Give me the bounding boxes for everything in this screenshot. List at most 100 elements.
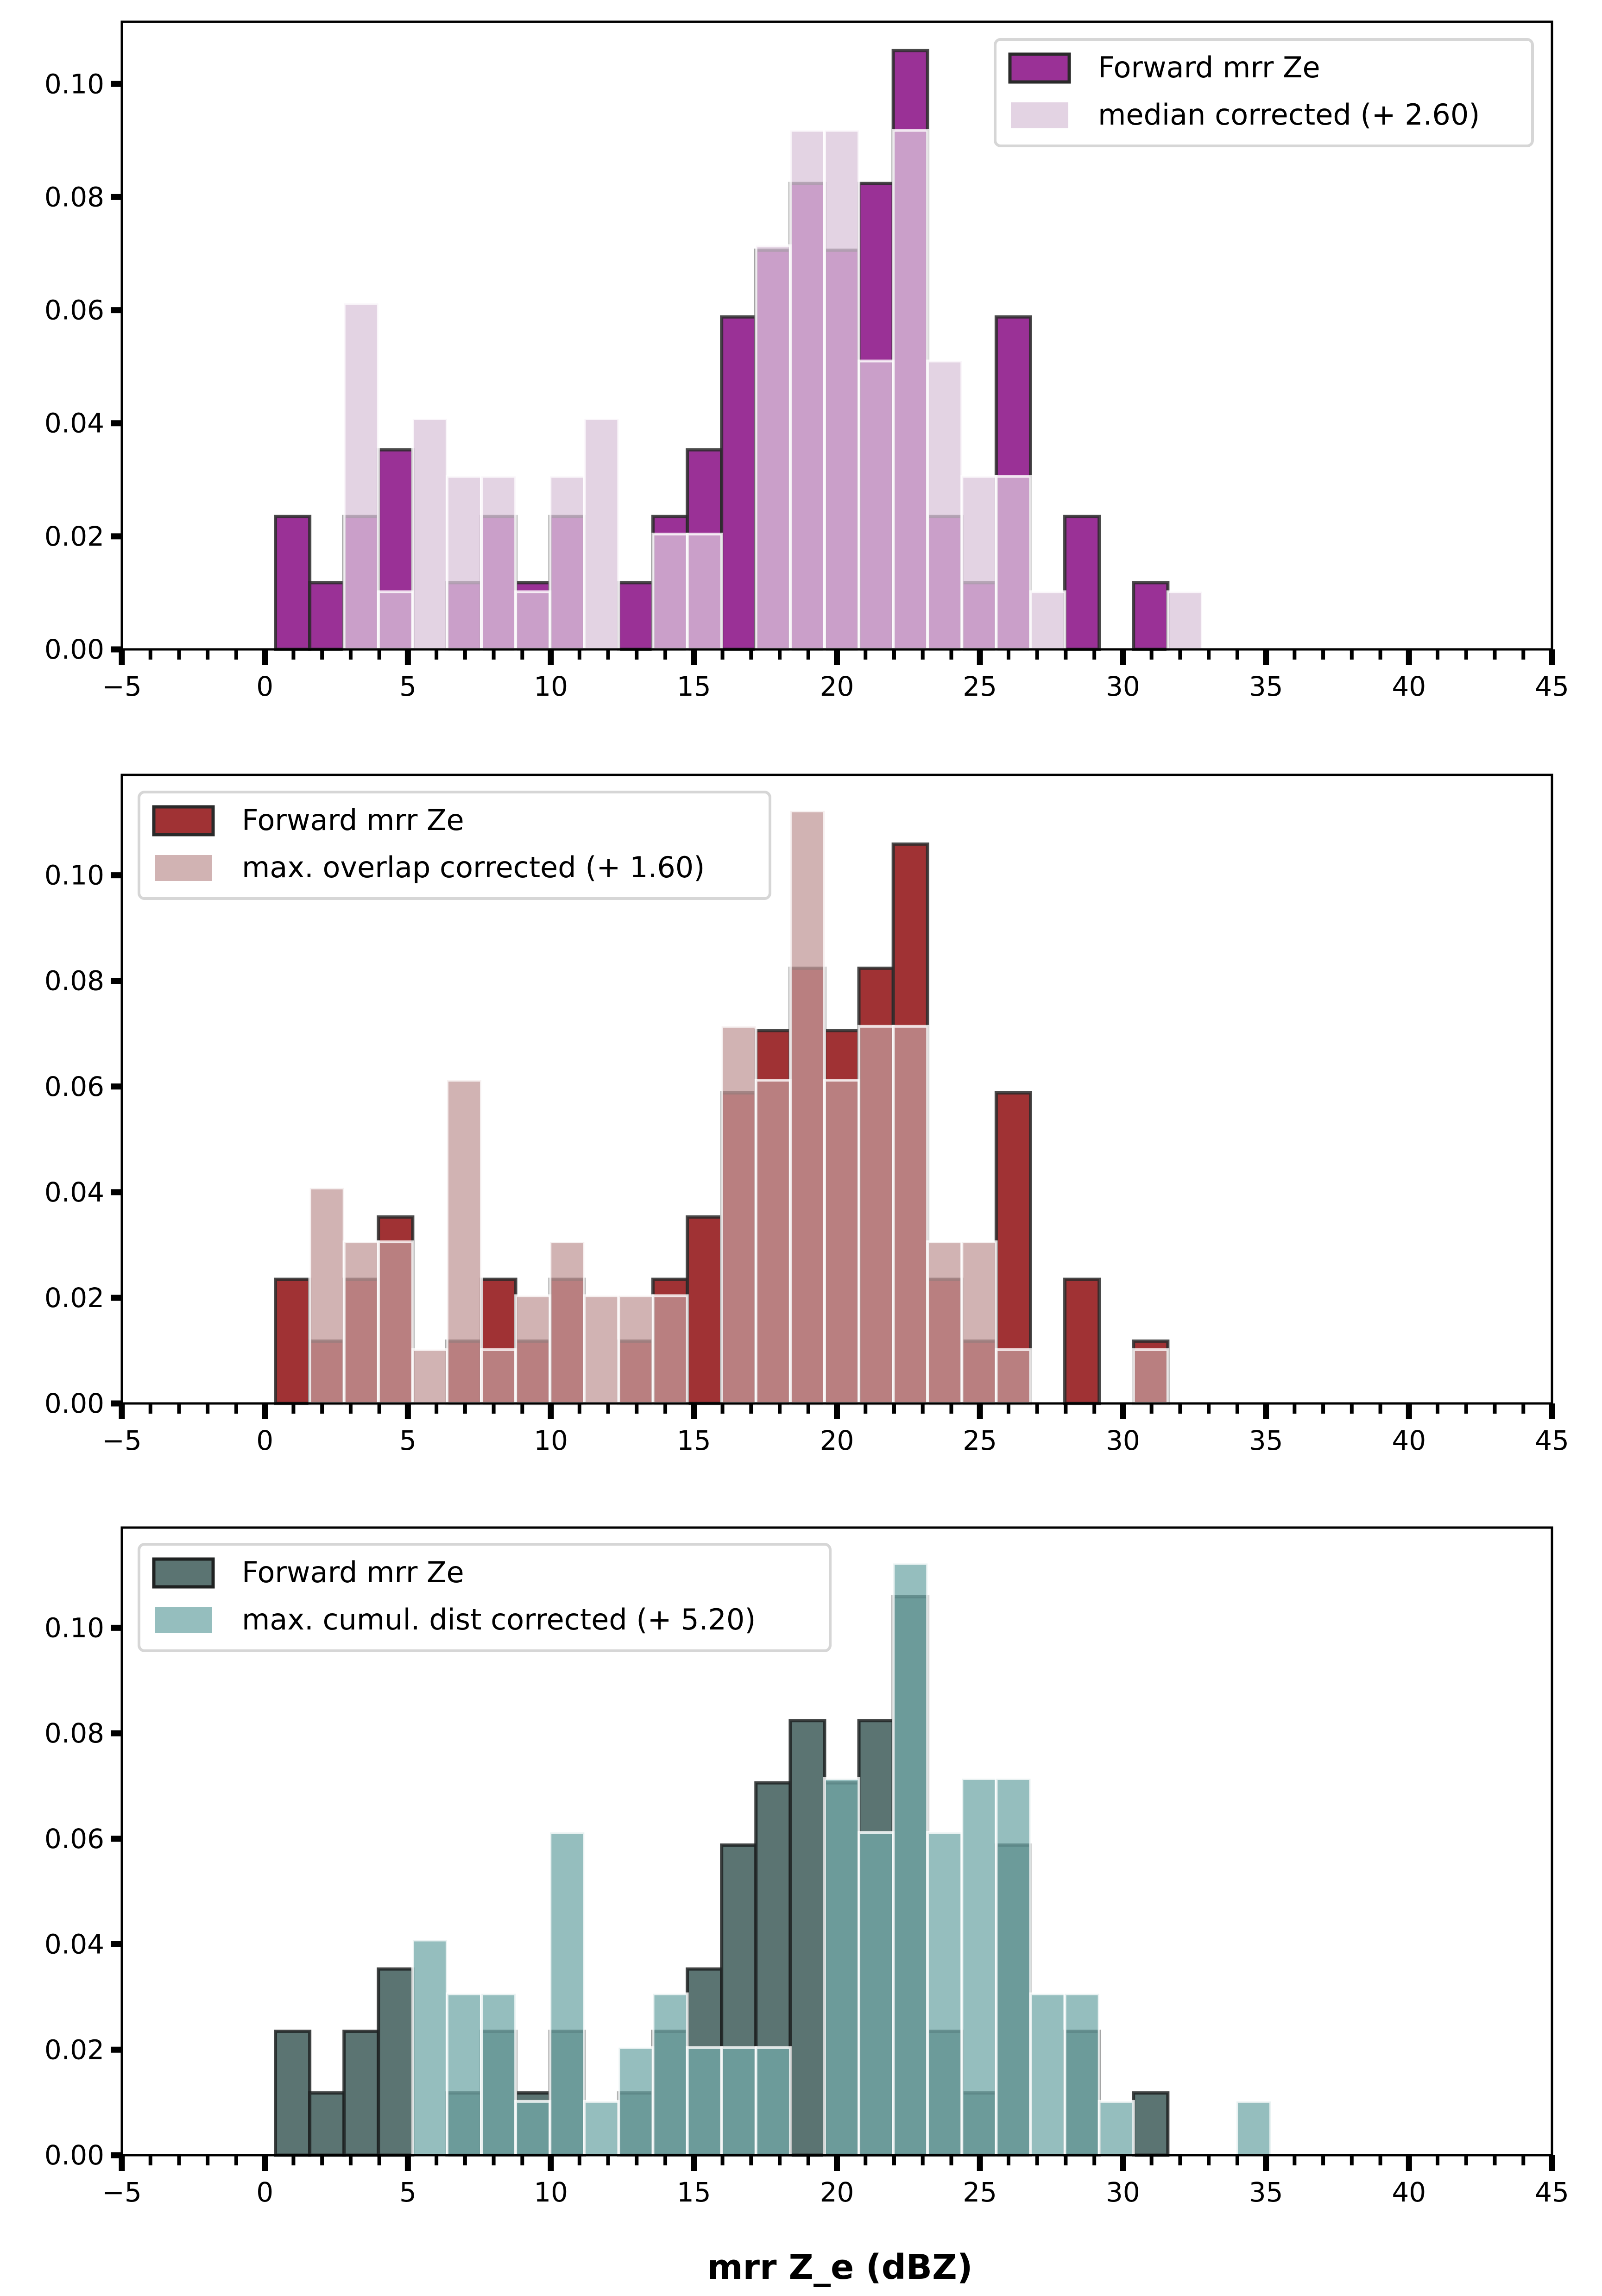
histogram-bar xyxy=(960,1777,998,2157)
histogram-bar xyxy=(445,1079,483,1405)
histogram-bar xyxy=(1166,590,1204,651)
x-tick-label: 30 xyxy=(1106,671,1140,702)
histogram-bar xyxy=(858,1831,895,2157)
legend-box xyxy=(138,791,771,900)
x-tick-label: 10 xyxy=(534,671,568,702)
histogram-bar xyxy=(583,417,620,651)
histogram-bar xyxy=(1097,2100,1135,2157)
histogram-bar xyxy=(514,590,552,651)
histogram-bar xyxy=(926,359,964,651)
legend: Forward mrr Ze max. overlap corrected (+ … xyxy=(138,791,771,900)
histogram-bar xyxy=(823,1777,861,2157)
histogram-bar xyxy=(892,1025,929,1405)
x-tick-label: 45 xyxy=(1535,1425,1569,1456)
bars-layer xyxy=(274,1562,1273,2157)
y-tick-label: 0.02 xyxy=(44,1282,104,1314)
histogram-panel-median: 0.00 0.02 0.04 0.06 0.08 0.10 −5 0 5 10 15 20 25 30 35… xyxy=(44,20,1569,702)
x-tick-label: 45 xyxy=(1535,2176,1569,2208)
histogram-bar xyxy=(1132,2091,1170,2157)
x-axis: −5 0 5 10 15 20 25 30 35 40 45 xyxy=(102,1403,1569,1456)
histogram-bar xyxy=(617,2046,655,2157)
histogram-bar xyxy=(788,809,826,1405)
histogram-bar xyxy=(549,475,586,651)
histogram-bar xyxy=(651,532,689,651)
x-tick-label: 10 xyxy=(534,1425,568,1456)
x-tick-label: 15 xyxy=(677,1425,711,1456)
series-corrected xyxy=(411,1562,1273,2157)
histogram-bar xyxy=(960,475,998,651)
x-tick-label: 15 xyxy=(677,2176,711,2208)
histogram-bar xyxy=(823,1079,861,1405)
histogram-bar xyxy=(583,2100,620,2157)
histogram-panel-overlap: 0.00 0.02 0.04 0.06 0.08 0.10 −5 0 5 10 15 20 25 30 35… xyxy=(44,774,1569,1456)
legend-swatch-forward xyxy=(152,1557,215,1589)
x-tick-label: 5 xyxy=(399,2176,416,2208)
x-axis: −5 0 5 10 15 20 25 30 35 40 45 xyxy=(102,649,1569,702)
histogram-bar xyxy=(926,1240,964,1405)
legend-label-corrected: max. overlap corrected (+ 1.60) xyxy=(242,850,705,884)
y-axis: 0.00 0.02 0.04 0.06 0.08 0.10 xyxy=(44,1612,122,2171)
x-tick-label: 25 xyxy=(963,1425,997,1456)
histogram-bar xyxy=(617,1294,655,1405)
legend-box xyxy=(994,38,1534,147)
y-tick-label: 0.00 xyxy=(44,634,104,665)
y-tick-label: 0.10 xyxy=(44,860,104,891)
y-tick-label: 0.04 xyxy=(44,1176,104,1208)
histogram-bar xyxy=(960,1240,998,1405)
x-tick-label: 20 xyxy=(820,2176,854,2208)
histogram-bar xyxy=(1063,1277,1101,1405)
y-tick-label: 0.00 xyxy=(44,1388,104,1419)
histogram-bar xyxy=(1063,1992,1101,2157)
x-tick-label: 0 xyxy=(256,1425,273,1456)
histogram-bar xyxy=(858,1025,895,1405)
legend-label-forward: Forward mrr Ze xyxy=(1098,50,1320,84)
histogram-bar xyxy=(1063,515,1101,651)
x-tick-label: −5 xyxy=(102,671,142,702)
x-tick-label: 20 xyxy=(820,1425,854,1456)
histogram-bar xyxy=(720,315,758,651)
histogram-bar xyxy=(788,1719,826,2157)
x-tick-label: 35 xyxy=(1249,671,1283,702)
histogram-bar xyxy=(686,532,723,651)
x-tick-label: −5 xyxy=(102,1425,142,1456)
histogram-bar xyxy=(308,1186,346,1405)
histogram-bar xyxy=(995,475,1032,651)
histogram-bar xyxy=(1029,1992,1066,2157)
histogram-bar xyxy=(377,1240,414,1405)
histogram-bar xyxy=(377,590,414,651)
histogram-bar xyxy=(308,2091,346,2157)
histogram-bar xyxy=(651,1992,689,2157)
histogram-bar xyxy=(892,1562,929,2157)
histogram-bar xyxy=(1132,1348,1169,1405)
histogram-panel-cumul: 0.00 0.02 0.04 0.06 0.08 0.10 −5 0 5 10 15 20 25 30 35… xyxy=(44,1526,1569,2208)
histogram-bar xyxy=(858,359,895,651)
x-tick-label: 25 xyxy=(963,2176,997,2208)
histogram-bar xyxy=(754,244,792,651)
x-axis: −5 0 5 10 15 20 25 30 35 40 45 xyxy=(102,2155,1569,2208)
x-tick-label: 35 xyxy=(1249,1425,1283,1456)
legend-label-forward: Forward mrr Ze xyxy=(242,803,464,837)
x-tick-label: 45 xyxy=(1535,671,1569,702)
histogram-bar xyxy=(926,1831,964,2157)
histogram-bar xyxy=(308,581,346,651)
histogram-bar xyxy=(274,1277,312,1405)
histogram-bar xyxy=(720,1025,757,1405)
histogram-bar xyxy=(823,129,861,651)
histogram-bar xyxy=(411,417,448,651)
histogram-bar xyxy=(377,1967,415,2157)
x-tick-label: 30 xyxy=(1106,2176,1140,2208)
y-axis: 0.00 0.02 0.04 0.06 0.08 0.10 xyxy=(44,68,122,665)
legend: Forward mrr Ze max. cumul. dist corrected… xyxy=(138,1543,832,1652)
histogram-bar xyxy=(788,129,826,651)
y-tick-label: 0.02 xyxy=(44,2034,104,2065)
series-corrected xyxy=(308,809,1169,1405)
x-tick-label: 5 xyxy=(399,1425,416,1456)
y-axis: 0.00 0.02 0.04 0.06 0.08 0.10 xyxy=(44,860,122,1419)
y-tick-label: 0.06 xyxy=(44,295,104,326)
histogram-bar xyxy=(995,1348,1032,1405)
x-axis-label: mrr Z_e (dBZ) xyxy=(707,2247,972,2287)
x-tick-label: 15 xyxy=(677,671,711,702)
series-corrected xyxy=(342,129,1204,651)
histogram-bar xyxy=(342,302,380,651)
